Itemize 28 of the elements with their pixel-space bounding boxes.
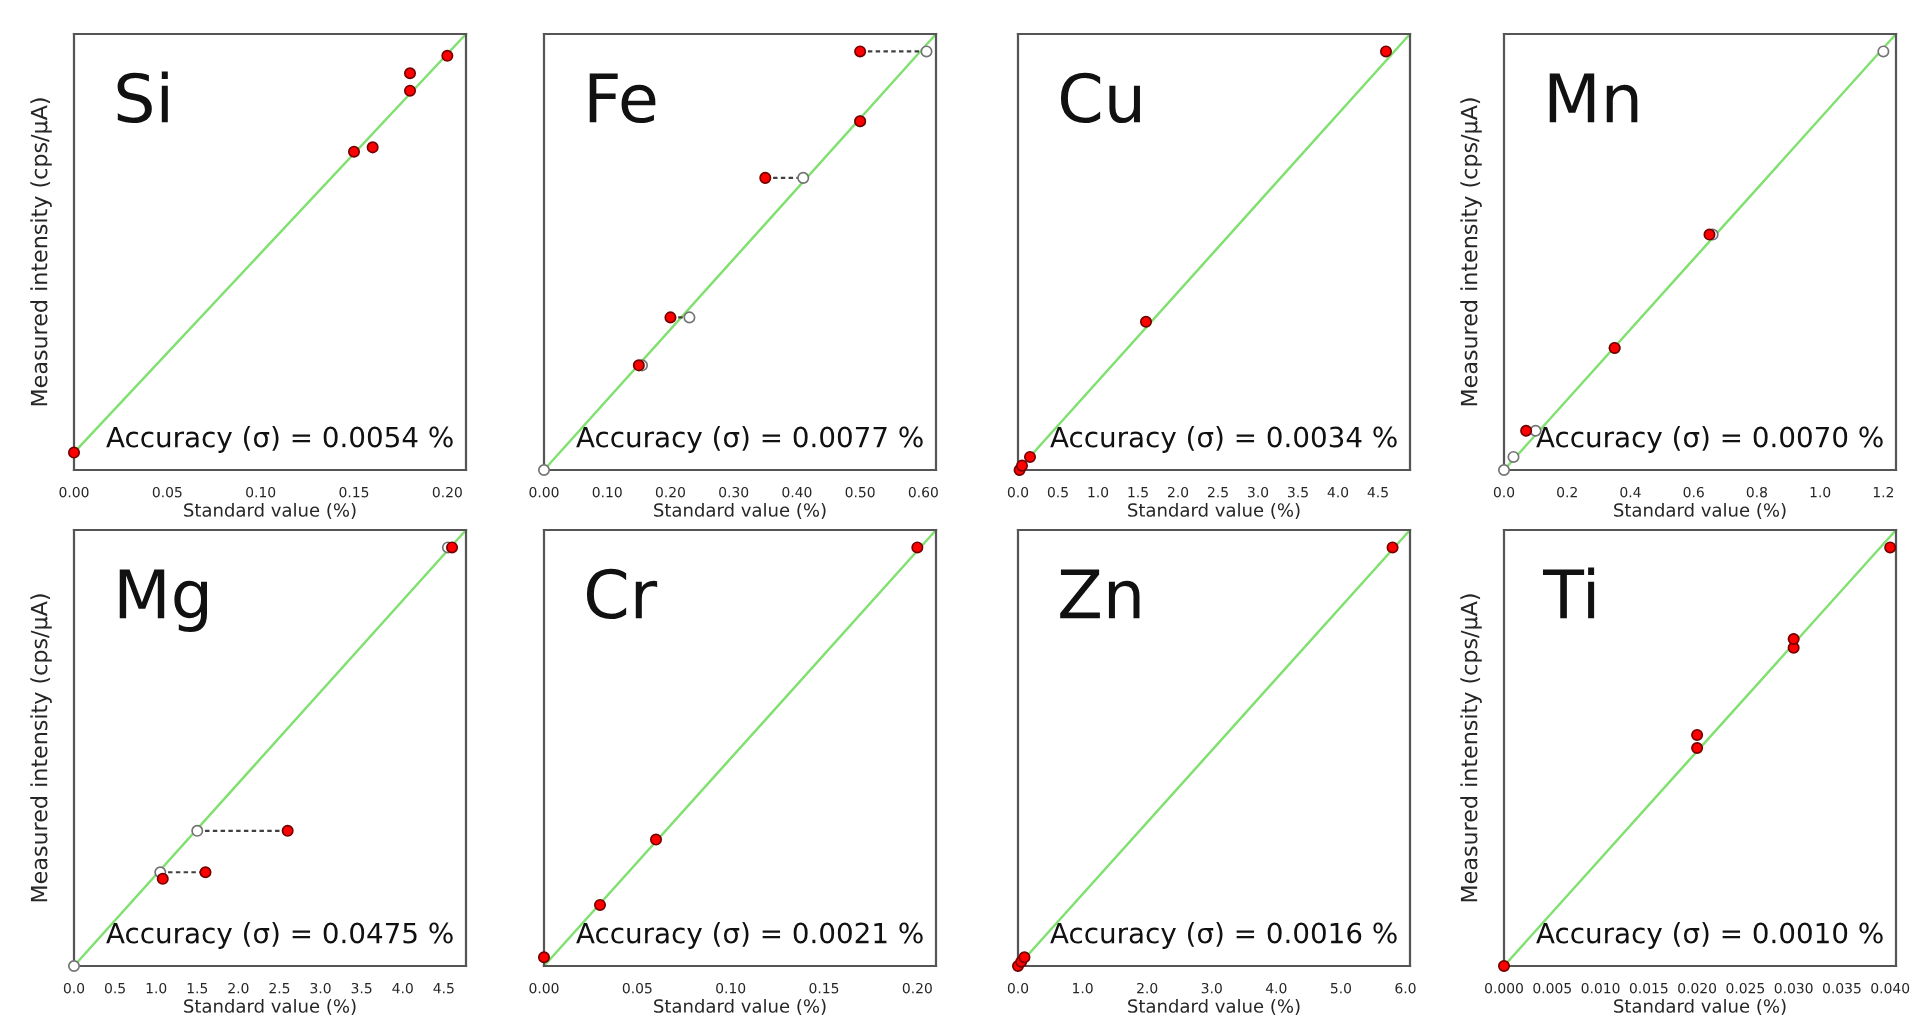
x-axis-title: Standard value (%) bbox=[654, 998, 826, 1015]
x-axis-title: Standard value (%) bbox=[1128, 998, 1300, 1015]
text: Mg bbox=[119, 569, 207, 633]
annotation: Accuracy (σ) = 0.0010 % bbox=[1536, 922, 1883, 949]
x-axis-title: Standard value (%) bbox=[1128, 502, 1300, 519]
annotation: Accuracy (σ) = 0.0475 % bbox=[106, 922, 453, 949]
x-axis-title: Standard value (%) bbox=[1614, 998, 1786, 1015]
x-axis-title: Standard value (%) bbox=[184, 998, 356, 1015]
y-axis-title: Measured intensity (cps/µA) bbox=[30, 594, 52, 902]
annotation: Accuracy (σ) = 0.0070 % bbox=[1536, 426, 1883, 453]
chart-title: Fe bbox=[589, 73, 656, 124]
x-axis-title: Standard value (%) bbox=[654, 502, 826, 519]
annotation: Accuracy (σ) = 0.0077 % bbox=[576, 426, 923, 453]
y-axis-title: Measured intensity (cps/µA) bbox=[30, 98, 52, 406]
chart-title: Ti bbox=[1543, 567, 1595, 619]
chart-title: Si bbox=[117, 71, 168, 124]
chart-title: Mn bbox=[1549, 73, 1638, 123]
y-axis-title: Measured intensity (cps/µA) bbox=[1460, 594, 1482, 902]
annotation: Accuracy (σ) = 0.0021 % bbox=[576, 922, 923, 949]
annotation: Accuracy (σ) = 0.0054 % bbox=[106, 426, 453, 453]
x-axis-title: Standard value (%) bbox=[1614, 502, 1786, 519]
y-axis-title: Measured intensity (cps/µA) bbox=[1460, 98, 1482, 406]
chart-title: Cr bbox=[586, 568, 658, 620]
chart-title: Cu bbox=[1060, 72, 1140, 124]
annotation: Accuracy (σ) = 0.0016 % bbox=[1050, 922, 1397, 949]
x-axis-title: Standard value (%) bbox=[184, 502, 356, 519]
annotation: Accuracy (σ) = 0.0034 % bbox=[1050, 426, 1397, 453]
chart-title: Zn bbox=[1060, 569, 1140, 619]
